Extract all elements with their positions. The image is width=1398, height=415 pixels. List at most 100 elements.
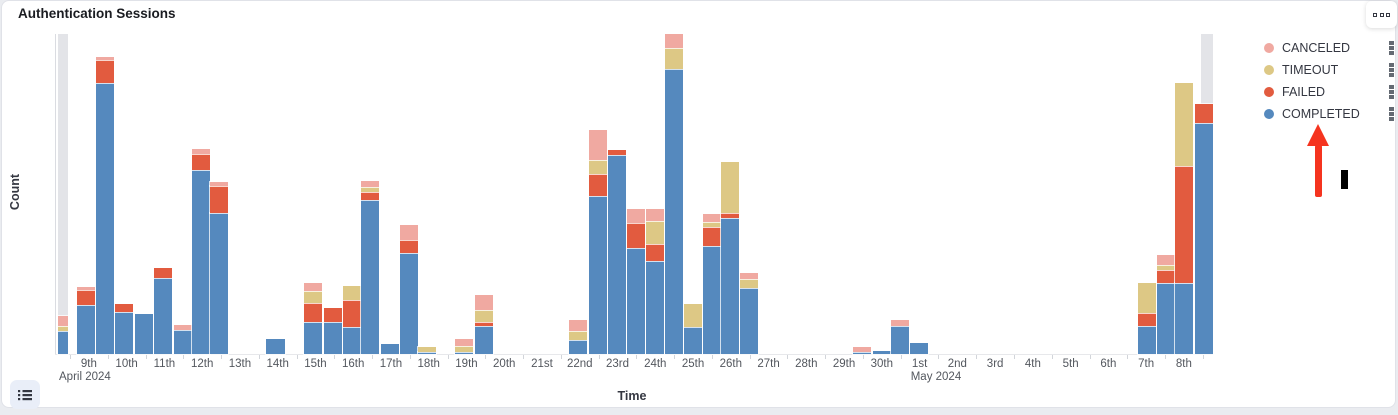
bar-segment-timeout[interactable]: [664, 47, 684, 70]
bar-segment-completed[interactable]: [739, 287, 759, 355]
bar-segment-timeout[interactable]: [474, 309, 494, 323]
legend-item-completed[interactable]: COMPLETED: [1264, 103, 1396, 125]
bar-segment-failed[interactable]: [645, 243, 665, 262]
bar-segment-completed[interactable]: [890, 325, 910, 355]
bar-segment-timeout[interactable]: [57, 325, 69, 332]
bar-segment-failed[interactable]: [702, 226, 722, 247]
bar-segment-timeout[interactable]: [1137, 282, 1157, 314]
bar-segment-timeout[interactable]: [683, 303, 703, 328]
bar-segment-canceled[interactable]: [588, 129, 608, 161]
bar-segment-completed[interactable]: [323, 321, 343, 355]
bar-segment-timeout[interactable]: [1156, 264, 1176, 271]
bar-segment-completed[interactable]: [588, 195, 608, 355]
bar-segment-completed[interactable]: [114, 311, 134, 355]
bar-segment-canceled[interactable]: [57, 315, 69, 327]
bar-segment-timeout[interactable]: [360, 186, 380, 193]
bar-segment-completed[interactable]: [303, 321, 323, 355]
legend-actions-icon[interactable]: [1387, 105, 1396, 123]
bar-segment-completed[interactable]: [568, 339, 588, 355]
bar-segment-timeout[interactable]: [739, 278, 759, 289]
bar-segment-completed[interactable]: [454, 351, 474, 355]
bar-segment-failed[interactable]: [153, 267, 173, 279]
bar-segment-failed[interactable]: [588, 173, 608, 197]
bar-segment-completed[interactable]: [474, 325, 494, 355]
bar-segment-completed[interactable]: [720, 217, 740, 355]
bar-segment-canceled[interactable]: [399, 224, 419, 241]
bar-segment-failed[interactable]: [209, 185, 229, 214]
bar-segment-failed[interactable]: [323, 307, 343, 323]
bar-segment-completed[interactable]: [683, 326, 703, 355]
legend-item-timeout[interactable]: TIMEOUT: [1264, 59, 1396, 81]
legend-item-canceled[interactable]: CANCELED: [1264, 37, 1396, 59]
bar-segment-canceled[interactable]: [454, 338, 474, 347]
bar-segment-failed[interactable]: [474, 321, 494, 327]
legend-item-failed[interactable]: FAILED: [1264, 81, 1396, 103]
bar-segment-timeout[interactable]: [702, 221, 722, 228]
bar-segment-completed[interactable]: [209, 212, 229, 355]
bar-segment-canceled[interactable]: [890, 319, 910, 327]
bar-segment-completed[interactable]: [153, 277, 173, 355]
bar-segment-completed[interactable]: [909, 342, 929, 355]
bar-segment-completed[interactable]: [399, 252, 419, 355]
bar-segment-failed[interactable]: [1174, 165, 1194, 284]
bar-segment-failed[interactable]: [114, 303, 134, 313]
bar-segment-completed[interactable]: [76, 304, 96, 355]
bar-segment-completed[interactable]: [1174, 282, 1194, 355]
bar-segment-canceled[interactable]: [1156, 254, 1176, 266]
bar-segment-failed[interactable]: [1137, 312, 1157, 327]
bar-segment-canceled[interactable]: [474, 294, 494, 311]
bar-segment-failed[interactable]: [1194, 103, 1214, 124]
bar-segment-completed[interactable]: [1194, 122, 1214, 355]
bar-segment-completed[interactable]: [645, 260, 665, 355]
bar-segment-completed[interactable]: [342, 326, 362, 355]
bar-segment-canceled[interactable]: [702, 213, 722, 223]
bar-segment-failed[interactable]: [720, 212, 740, 219]
bar-segment-canceled[interactable]: [76, 286, 96, 291]
bar-segment-completed[interactable]: [417, 351, 437, 355]
bar-segment-failed[interactable]: [191, 153, 211, 171]
bar-segment-failed[interactable]: [626, 222, 646, 249]
bar-segment-canceled[interactable]: [852, 346, 872, 353]
bar-segment-completed[interactable]: [57, 330, 69, 355]
bar-segment-timeout[interactable]: [588, 159, 608, 175]
bar-segment-failed[interactable]: [76, 289, 96, 306]
bar-segment-timeout[interactable]: [454, 345, 474, 353]
panel-options-button[interactable]: [1366, 1, 1397, 28]
bar-segment-canceled[interactable]: [209, 181, 229, 187]
bar-segment-timeout[interactable]: [342, 285, 362, 301]
bar-segment-canceled[interactable]: [568, 319, 588, 332]
bar-segment-canceled[interactable]: [645, 208, 665, 222]
bar-segment-canceled[interactable]: [191, 148, 211, 155]
bar-segment-completed[interactable]: [95, 82, 115, 355]
bar-segment-failed[interactable]: [95, 59, 115, 84]
bar-segment-completed[interactable]: [872, 350, 892, 355]
bar-segment-completed[interactable]: [607, 154, 627, 355]
bar-segment-completed[interactable]: [664, 68, 684, 355]
bar-segment-canceled[interactable]: [664, 33, 684, 49]
bar-segment-failed[interactable]: [1156, 269, 1176, 284]
bar-segment-completed[interactable]: [134, 313, 154, 355]
bar-segment-timeout[interactable]: [417, 346, 437, 353]
bar-segment-completed[interactable]: [173, 329, 193, 355]
bar-segment-completed[interactable]: [1137, 325, 1157, 355]
bar-segment-completed[interactable]: [702, 245, 722, 355]
bar-segment-canceled[interactable]: [739, 272, 759, 280]
bar-segment-completed[interactable]: [1156, 282, 1176, 355]
bar-segment-failed[interactable]: [360, 191, 380, 201]
bar-segment-completed[interactable]: [852, 351, 872, 355]
bar-segment-failed[interactable]: [607, 149, 627, 156]
bar-segment-canceled[interactable]: [360, 180, 380, 188]
bar-segment-timeout[interactable]: [645, 220, 665, 245]
bar-segment-completed[interactable]: [380, 343, 400, 355]
legend-actions-icon[interactable]: [1387, 39, 1396, 57]
legend-actions-icon[interactable]: [1387, 61, 1396, 79]
bar-segment-failed[interactable]: [342, 299, 362, 328]
bar-segment-completed[interactable]: [191, 169, 211, 355]
bar-segment-timeout[interactable]: [303, 290, 323, 304]
bar-segment-completed[interactable]: [265, 338, 286, 355]
legend-toggle-button[interactable]: [10, 380, 40, 409]
bar-segment-canceled[interactable]: [626, 208, 646, 224]
bar-segment-completed[interactable]: [360, 199, 380, 355]
bar-segment-failed[interactable]: [303, 302, 323, 323]
bar-segment-completed[interactable]: [626, 247, 646, 355]
